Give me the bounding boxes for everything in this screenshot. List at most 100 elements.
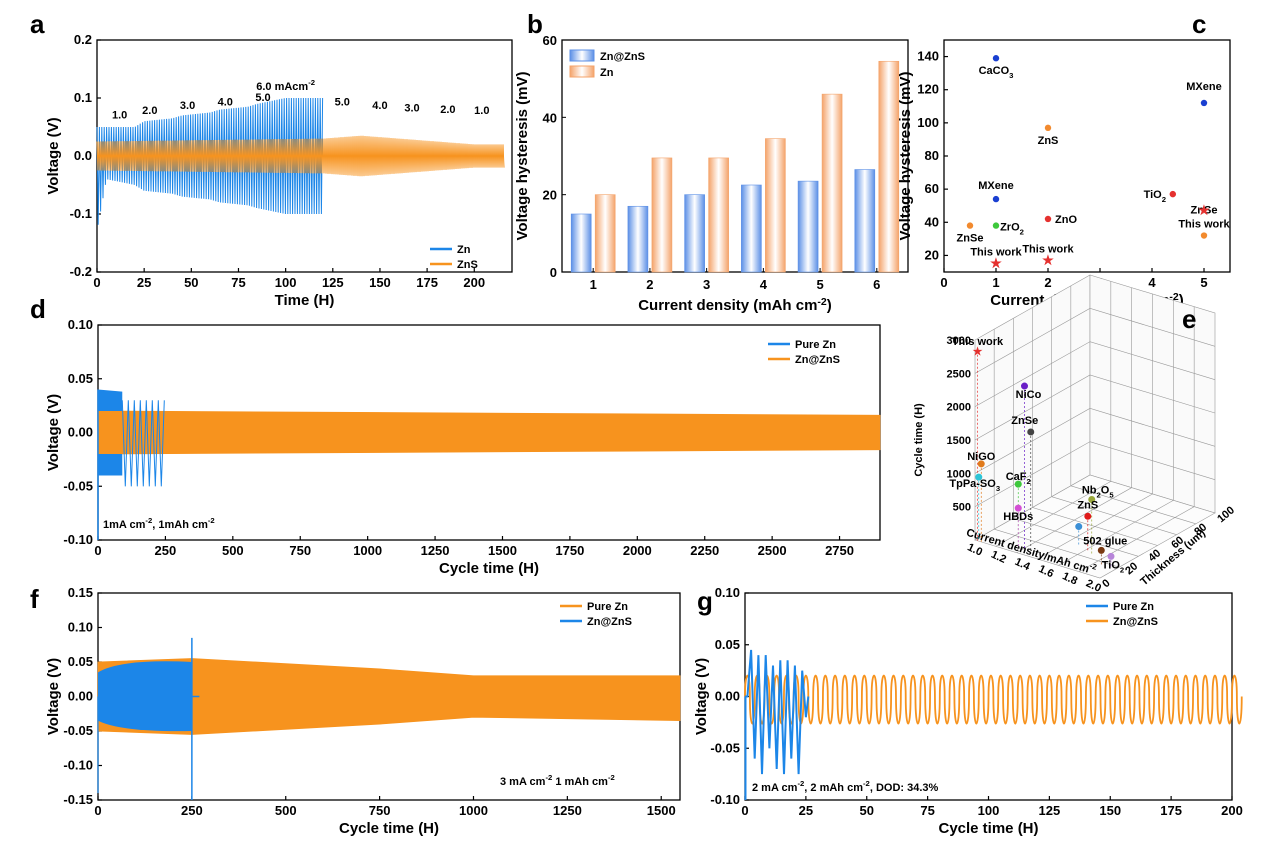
y-tick-label: -0.05 (63, 723, 93, 738)
data-point (992, 222, 1000, 229)
y-tick-label: 1000 (947, 468, 971, 480)
panel-a: 0 25 50 75 100 125 150 175 200 -0.2 -0.1 0.0 0.1 0.2 T… (45, 32, 513, 309)
data-point (992, 195, 1000, 203)
data-point (1075, 523, 1083, 531)
panel-label-f: f (30, 584, 39, 614)
x-tick-label: 1 (992, 275, 999, 290)
rate-annotation: 5.0 (255, 92, 270, 104)
data-point (1200, 99, 1208, 107)
legend-label: ZnS (457, 259, 478, 271)
data-point (1014, 504, 1022, 512)
series-pure-zn (98, 389, 123, 411)
x-tick-label: 1000 (459, 803, 488, 818)
y-tick-label: 0.2 (74, 32, 92, 47)
y-axis-label: Voltage hysteresis (mV) (897, 72, 914, 241)
bar-zn-zns (854, 169, 876, 273)
data-point (966, 222, 974, 229)
rate-annotation: 4.0 (218, 97, 233, 109)
y-tick-label: 0.05 (715, 637, 740, 652)
y-tick-label: -0.15 (63, 792, 93, 807)
y-tick-label: 120 (917, 82, 939, 97)
x-tick-label: 0 (741, 803, 748, 818)
x-tick-label: 1250 (421, 543, 450, 558)
series-pure-zn (121, 400, 165, 487)
y-tick-label: 80 (925, 148, 939, 163)
point-label: This work (970, 247, 1022, 259)
data-point (1097, 546, 1105, 554)
x-tick-label: 1500 (647, 803, 676, 818)
point-label: ZrO2​ (1000, 222, 1024, 237)
bar-zn (594, 194, 616, 273)
x-axis-label: Cycle time (H) (439, 560, 539, 577)
x-tick-label: 500 (275, 803, 297, 818)
series-zns (96, 135, 505, 177)
x-tick-label: 1500 (488, 543, 517, 558)
panel-label-a: a (30, 9, 45, 39)
series-pure-zn (745, 649, 810, 775)
y-axis-label: Voltage (V) (45, 117, 62, 194)
grid-line (1058, 300, 1174, 566)
data-point (977, 460, 985, 468)
bar-zn-zns (627, 205, 649, 273)
series-zn-at-zns (744, 674, 1243, 725)
panel-label-b: b (527, 9, 543, 39)
y-axis-label: Voltage (V) (693, 658, 710, 735)
condition-note: 2 mA cm-2​, 2 mAh cm-2​, DOD: 34.3% (752, 779, 939, 794)
data-point (1044, 215, 1052, 223)
bar-zn (821, 93, 843, 273)
y-tick-label: 40 (925, 214, 939, 229)
x-tick-label: 175 (1160, 803, 1182, 818)
y-tick-label: -0.05 (710, 740, 740, 755)
y-tick-label: -0.10 (63, 532, 93, 547)
y-tick-label: 0 (550, 265, 557, 280)
y-tick-label: 0.10 (68, 317, 93, 332)
y-tick-label: -0.05 (63, 478, 93, 493)
data-point (1084, 512, 1092, 520)
x-tick-label: 2 (1044, 275, 1051, 290)
point-label: CaCO3​ (979, 65, 1014, 80)
y-tick-label: 0.05 (68, 371, 93, 386)
y-tick-label: 1500 (947, 435, 971, 447)
x-tick-label: 75 (920, 803, 934, 818)
y-tick-label: -0.2 (70, 264, 92, 279)
y-tick-label: 0.15 (68, 585, 93, 600)
point-label: NiCo (1016, 389, 1042, 401)
y-tick-label: 0.0 (74, 148, 92, 163)
legend-label: Zn@ZnS (1113, 616, 1158, 628)
x-tick-label: 25 (137, 275, 151, 290)
legend-swatch (569, 65, 595, 78)
y-tick-label: 100 (917, 115, 939, 130)
bar-zn (651, 157, 673, 273)
legend-label: Pure Zn (1113, 601, 1154, 613)
x-tick-label: 150 (1099, 803, 1121, 818)
point-label: This work (1178, 219, 1230, 231)
x-tick-label: 2500 (758, 543, 787, 558)
rate-annotation: 3.0 (404, 102, 419, 114)
x-tick-label: 5 (1200, 275, 1207, 290)
x-tick-label: 0 (94, 803, 101, 818)
y-tick-label: 20 (925, 247, 939, 262)
x-tick-label: 50 (184, 275, 198, 290)
bar-zn (878, 60, 900, 273)
condition-note: 1mA cm-2​, 1mAh cm-2​ (103, 516, 215, 531)
point-label: ZnS (1038, 135, 1059, 147)
point-label: Nb2​O5​ (1082, 485, 1115, 500)
data-point (1200, 232, 1208, 239)
y-tick-label: 500 (953, 502, 971, 514)
this-work-star: ★ (973, 346, 983, 358)
y-tick-label: 0.10 (68, 620, 93, 635)
data-point (1014, 480, 1022, 488)
point-label: ZnSe (1011, 415, 1038, 427)
x-tick-label: 2750 (825, 543, 854, 558)
y-tick-label: 0.10 (715, 585, 740, 600)
point-label: ZnSe (957, 233, 984, 245)
x-tick-label: 1.4 (1013, 556, 1033, 574)
x-tick-label: 0 (94, 543, 101, 558)
x-tick-label: 75 (231, 275, 245, 290)
x-tick-label: 4 (760, 277, 768, 292)
x-tick-label: 1.0 (965, 541, 984, 558)
y-tick-label: 60 (925, 181, 939, 196)
point-label: This work (952, 336, 1004, 348)
data-point (975, 473, 983, 481)
